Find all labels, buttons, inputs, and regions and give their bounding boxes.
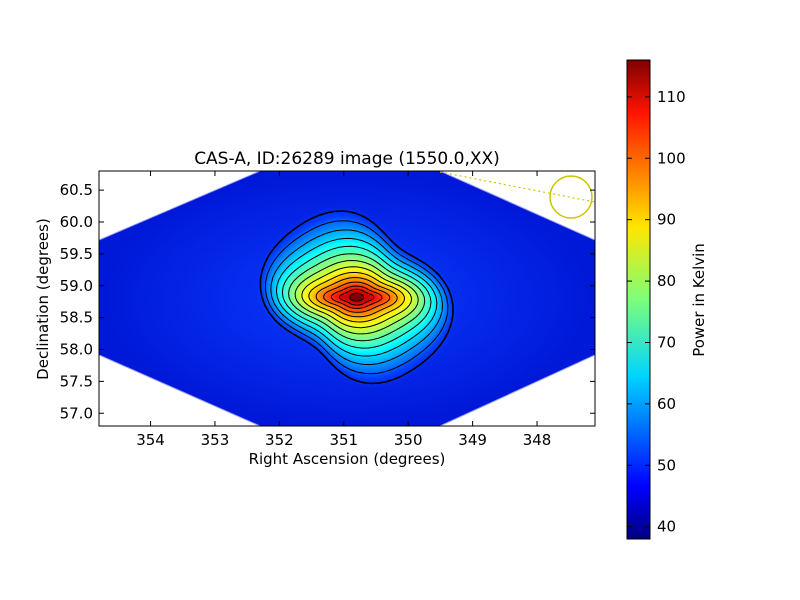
contour-line — [270, 229, 444, 366]
heatmap-axes: CAS-A, ID:26289 image (1550.0,XX) 354 353… — [34, 149, 596, 468]
y-tick-label: 57.0 — [60, 404, 93, 422]
colorbar-tick-label: 70 — [657, 333, 676, 351]
y-tick-label: 59.5 — [60, 245, 93, 263]
colorbar-tick-label: 80 — [657, 272, 676, 290]
colorbar-tick-label: 110 — [657, 88, 686, 106]
contour-line — [323, 281, 391, 313]
colorbar-ticks: 40 50 60 70 80 90 100 110 — [627, 88, 686, 536]
colorbar: 40 50 60 70 80 90 100 110 Power in Kelvin — [626, 59, 708, 540]
colorbar-tick-label: 50 — [657, 456, 676, 474]
y-tick-label: 58.5 — [60, 309, 93, 327]
contour-lines — [259, 210, 454, 385]
y-tick-label: 60.5 — [60, 181, 93, 199]
colorbar-gradient — [626, 59, 651, 540]
beam-marker — [549, 175, 593, 219]
x-tick-label: 353 — [201, 431, 230, 449]
y-tick-label: 59.0 — [60, 277, 93, 295]
peak-marker — [349, 292, 365, 302]
x-tick-label: 350 — [394, 431, 423, 449]
plot-area — [99, 171, 595, 426]
colorbar-label: Power in Kelvin — [690, 243, 708, 357]
x-tick-label: 352 — [265, 431, 294, 449]
colorbar-tick-label: 40 — [657, 518, 676, 536]
contour-line — [338, 288, 375, 306]
chart-title: CAS-A, ID:26289 image (1550.0,XX) — [194, 149, 500, 169]
x-tick-label: 354 — [136, 431, 165, 449]
x-tick-label: 349 — [458, 431, 487, 449]
x-axis-label: Right Ascension (degrees) — [249, 450, 446, 468]
contour-line — [288, 253, 426, 342]
x-tick-label: 351 — [329, 431, 358, 449]
contour-line — [330, 285, 383, 309]
y-tick-label: 57.5 — [60, 372, 93, 390]
contour-line — [308, 272, 405, 323]
y-tick-label: 60.0 — [60, 213, 93, 231]
colorbar-tick-label: 60 — [657, 395, 676, 413]
contour-line — [294, 259, 419, 335]
contour-line — [301, 266, 413, 329]
y-axis-label: Declination (degrees) — [34, 218, 52, 380]
colorbar-tick-label: 90 — [657, 211, 676, 229]
y-axis-ticks: 57.0 57.5 58.0 58.5 59.0 59.5 60.0 60.5 — [60, 181, 595, 422]
y-tick-label: 58.0 — [60, 341, 93, 359]
plot-frame — [98, 170, 596, 427]
x-tick-label: 348 — [523, 431, 552, 449]
x-axis-ticks: 354 353 352 351 350 349 348 — [136, 171, 551, 449]
contour-line — [315, 277, 398, 318]
colorbar-tick-label: 100 — [657, 149, 686, 167]
contour-line — [281, 245, 432, 349]
beam-pointer-line — [439, 171, 595, 203]
contour-line — [264, 220, 449, 375]
contour-line — [275, 237, 438, 357]
contour-line — [259, 210, 454, 385]
